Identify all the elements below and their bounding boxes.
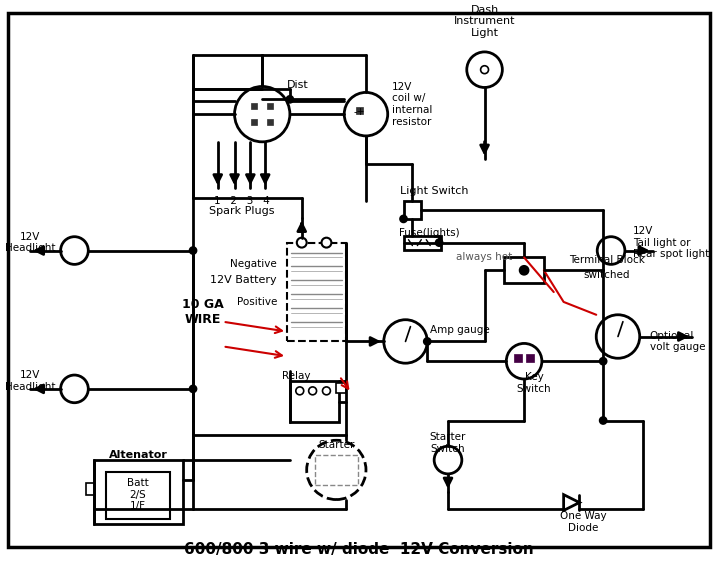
- Bar: [251, 103, 257, 109]
- Circle shape: [306, 440, 366, 499]
- Circle shape: [467, 52, 502, 87]
- Text: 12V
Headlight: 12V Headlight: [5, 370, 55, 392]
- Circle shape: [322, 238, 331, 248]
- Circle shape: [297, 238, 306, 248]
- Circle shape: [520, 266, 528, 274]
- Text: 12V
Tail light or
Rear spot light: 12V Tail light or Rear spot light: [633, 226, 709, 259]
- Text: Relay: Relay: [282, 371, 311, 381]
- Bar: [404, 201, 421, 219]
- Text: 12V
Headlight: 12V Headlight: [5, 232, 55, 253]
- Circle shape: [436, 240, 442, 245]
- Text: 10 GA
WIRE: 10 GA WIRE: [182, 298, 224, 326]
- Text: Starter
Switch: Starter Switch: [430, 432, 466, 454]
- Text: One Way
Diode: One Way Diode: [560, 512, 607, 533]
- Circle shape: [60, 375, 89, 403]
- Circle shape: [287, 96, 293, 102]
- Text: Key
Switch: Key Switch: [517, 372, 551, 394]
- Circle shape: [424, 338, 431, 345]
- Bar: [251, 119, 257, 125]
- Text: Fuse(lights): Fuse(lights): [399, 228, 460, 238]
- Circle shape: [190, 248, 196, 253]
- Text: switched: switched: [584, 270, 630, 280]
- Circle shape: [190, 386, 196, 392]
- Bar: [287, 243, 346, 341]
- Circle shape: [481, 66, 489, 74]
- Circle shape: [295, 387, 303, 395]
- Circle shape: [384, 320, 427, 363]
- Circle shape: [344, 92, 388, 136]
- Text: 600/800 3 wire w/ diode  12V Conversion: 600/800 3 wire w/ diode 12V Conversion: [184, 543, 534, 557]
- Circle shape: [434, 446, 462, 474]
- Text: Terminal Block: Terminal Block: [568, 256, 645, 265]
- Circle shape: [322, 387, 330, 395]
- Circle shape: [234, 87, 290, 142]
- Text: Spark Plugs: Spark Plugs: [208, 206, 274, 216]
- Text: 12V
coil w/
internal
resistor: 12V coil w/ internal resistor: [391, 82, 432, 127]
- Text: Altenator: Altenator: [109, 450, 168, 460]
- Bar: [94, 460, 183, 524]
- Text: always hot: always hot: [457, 252, 513, 262]
- Text: Dash
Instrument
Light: Dash Instrument Light: [454, 5, 515, 38]
- Circle shape: [60, 236, 89, 265]
- Circle shape: [600, 418, 606, 423]
- Text: 1   2   3   4: 1 2 3 4: [213, 196, 269, 206]
- Bar: [314, 455, 358, 485]
- Text: Negative: Negative: [230, 260, 277, 269]
- Circle shape: [309, 387, 317, 395]
- Text: Amp gauge: Amp gauge: [431, 325, 490, 334]
- Bar: [404, 236, 441, 249]
- Text: -+: -+: [354, 107, 364, 117]
- Bar: [514, 354, 522, 362]
- Bar: [526, 354, 534, 362]
- Circle shape: [596, 315, 640, 358]
- Bar: [290, 381, 339, 422]
- Text: 12V Battery: 12V Battery: [211, 275, 277, 285]
- Bar: [505, 257, 544, 283]
- Bar: [106, 472, 171, 519]
- Bar: [267, 119, 273, 125]
- Circle shape: [401, 216, 407, 222]
- Bar: [267, 103, 273, 109]
- Text: Starter: Starter: [318, 440, 354, 450]
- Polygon shape: [563, 495, 579, 511]
- Bar: [86, 482, 94, 495]
- Text: Positive: Positive: [237, 297, 277, 307]
- Bar: [336, 383, 346, 393]
- Circle shape: [506, 343, 542, 379]
- Bar: [356, 107, 363, 114]
- Text: Light Switch: Light Switch: [399, 186, 468, 196]
- Text: Batt
2/S
1/F: Batt 2/S 1/F: [127, 478, 149, 511]
- Circle shape: [600, 358, 606, 364]
- Text: Dist: Dist: [287, 79, 309, 90]
- Text: Optional
volt gauge: Optional volt gauge: [650, 330, 705, 352]
- Circle shape: [597, 236, 625, 265]
